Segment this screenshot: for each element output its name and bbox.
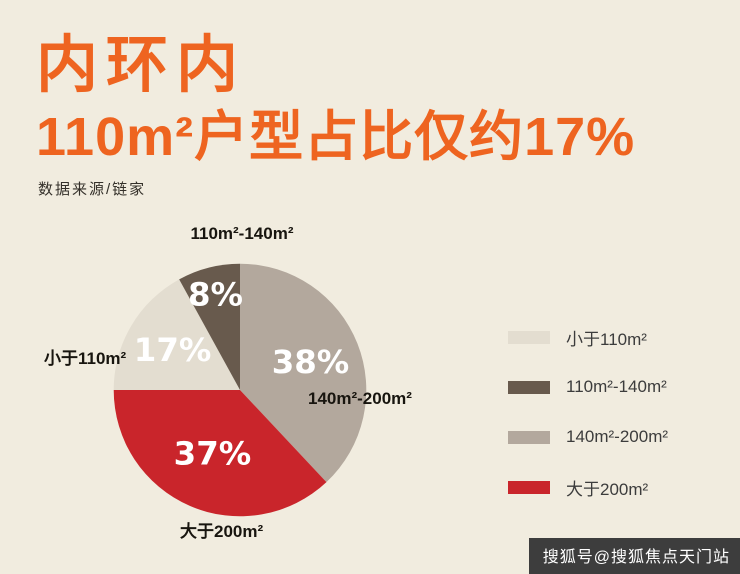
- legend-label-140-200: 140m²-200m²: [566, 427, 669, 446]
- pie-percent-label: 8%: [188, 276, 243, 314]
- pie-percent-label: 37%: [174, 435, 252, 473]
- legend-label-110-140: 110m²-140m²: [566, 377, 667, 396]
- pie-slice: [179, 263, 240, 390]
- slice-label-over-200: 大于200m²: [180, 522, 264, 541]
- legend-swatch-140-200: [508, 430, 550, 444]
- page-subtitle: 110m²户型占比仅约17%: [36, 107, 636, 167]
- legend-label-over-200: 大于200m²: [566, 479, 649, 499]
- slice-label-110-140: 110m²-140m²: [190, 224, 294, 243]
- legend-swatch-110-140: [508, 380, 550, 394]
- legend-label-under-110: 小于110m²: [566, 329, 647, 349]
- legend-swatch-under-110: [508, 330, 550, 344]
- legend-swatch-over-200: [508, 480, 550, 494]
- legend: 小于110m² 110m²-140m² 140m²-200m² 大于200m²: [508, 330, 668, 530]
- pie-percent-label: 38%: [272, 343, 350, 381]
- pie-slice: [113, 279, 240, 390]
- pie-chart: 38% 37% 17% 8%: [113, 263, 367, 517]
- pie-slice: [240, 263, 367, 483]
- legend-item: 110m²-140m²: [508, 377, 668, 396]
- legend-item: 140m²-200m²: [508, 427, 669, 446]
- pie-percent-label: 17%: [134, 331, 212, 369]
- page-title: 内环内: [36, 31, 247, 100]
- pie-slice: [113, 390, 327, 517]
- slice-label-under-110: 小于110m²: [44, 349, 127, 368]
- slice-label-140-200: 140m²-200m²: [308, 389, 412, 408]
- legend-item: 大于200m²: [508, 480, 668, 499]
- data-source-note: 数据来源/链家: [38, 181, 147, 198]
- legend-item: 小于110m²: [508, 330, 668, 349]
- watermark: 搜狐号@搜狐焦点天门站: [528, 538, 740, 574]
